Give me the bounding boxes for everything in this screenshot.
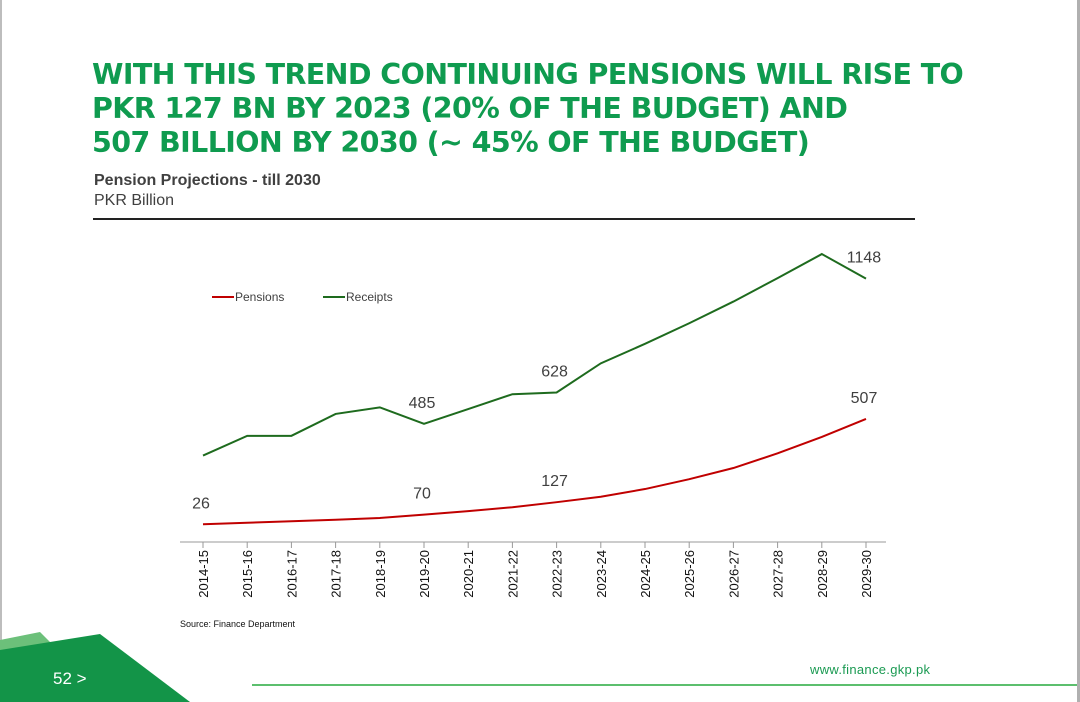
title-line-3: 507 BILLION BY 2030 (~ 45% OF THE BUDGET…	[92, 126, 810, 159]
title-line-1: WITH THIS TREND CONTINUING PENSIONS WILL…	[92, 58, 964, 91]
chart-title: Pension Projections - till 2030	[94, 172, 321, 189]
x-tick-label: 2018-19	[373, 550, 388, 598]
series-line-receipts	[202, 252, 867, 457]
frame-border-left	[0, 0, 2, 702]
x-tick-label: 2016-17	[284, 550, 299, 598]
legend-label-receipts: Receipts	[346, 290, 393, 304]
frame-border-right	[1077, 0, 1080, 702]
x-tick-label: 2014-15	[196, 550, 211, 598]
data-label: 628	[541, 363, 568, 380]
x-tick-label: 2026-27	[726, 550, 741, 598]
data-label: 507	[851, 390, 878, 407]
source-note: Source: Finance Department	[180, 619, 296, 629]
data-label: 485	[409, 395, 436, 412]
data-label: 26	[192, 495, 210, 512]
data-label: 127	[541, 473, 568, 490]
x-tick-label: 2023-24	[594, 550, 609, 598]
x-tick-label: 2022-23	[550, 550, 565, 598]
x-tick-label: 2020-21	[461, 550, 476, 598]
data-label: 1148	[847, 250, 882, 267]
title-line-2: PKR 127 BN BY 2023 (20% OF THE BUDGET) A…	[92, 92, 848, 125]
x-tick-label: 2024-25	[638, 550, 653, 598]
x-tick-label: 2029-30	[859, 550, 874, 598]
data-label: 70	[413, 486, 431, 503]
x-tick-label: 2017-18	[329, 550, 344, 598]
x-tick-label: 2019-20	[417, 550, 432, 598]
page-number: 52 >	[53, 669, 87, 688]
x-tick-label: 2025-26	[682, 550, 697, 598]
footer-divider	[252, 684, 1077, 686]
slide-title: WITH THIS TREND CONTINUING PENSIONS WILL…	[92, 58, 1012, 160]
series-line-pensions	[202, 418, 867, 526]
website-link[interactable]: www.finance.gkp.pk	[810, 662, 931, 677]
chart-units: PKR Billion	[94, 192, 175, 209]
title-divider	[93, 218, 915, 220]
x-tick-label: 2015-16	[240, 550, 255, 598]
x-tick-label: 2027-28	[771, 550, 786, 598]
legend-label-pensions: Pensions	[235, 290, 284, 304]
corner-dark-shape	[0, 634, 190, 702]
x-tick-label: 2028-29	[815, 550, 830, 598]
x-tick-label: 2021-22	[505, 550, 520, 598]
